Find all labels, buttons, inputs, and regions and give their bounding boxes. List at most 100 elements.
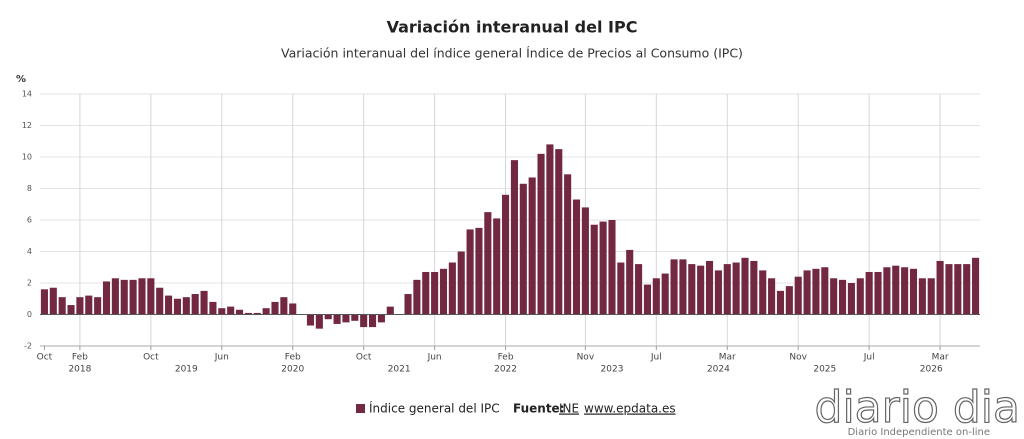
x-tick-label: Jul (863, 353, 875, 363)
bar (448, 262, 456, 315)
bar (138, 278, 146, 315)
bar (856, 278, 864, 315)
bar (165, 295, 173, 315)
bar (599, 221, 607, 315)
bar (927, 278, 935, 315)
y-tick-label: 8 (27, 184, 32, 193)
x-tick-label: Jun (427, 353, 442, 363)
bar (803, 270, 811, 315)
bar (431, 271, 439, 315)
y-tick-label: 2 (27, 279, 32, 288)
x-tick-label: Nov (577, 353, 595, 363)
bar (635, 264, 643, 315)
bar (173, 298, 181, 315)
source-label: Fuente: (513, 402, 565, 416)
bar (466, 229, 474, 315)
bar (102, 281, 111, 315)
bar (732, 262, 740, 315)
bar (670, 259, 678, 315)
bar (510, 160, 518, 315)
bar (759, 270, 767, 315)
bar (626, 249, 634, 315)
bar (457, 251, 465, 315)
x-tick-label: Oct (356, 353, 372, 363)
bar (94, 297, 102, 315)
bar (111, 278, 119, 315)
bar (768, 278, 776, 315)
bar (812, 268, 820, 315)
bar (262, 308, 270, 315)
x-year-label: 2022 (494, 365, 517, 375)
bar (191, 294, 199, 315)
bar (909, 268, 918, 315)
bar (821, 267, 829, 315)
bar (617, 262, 625, 315)
legend-label: Índice general del IPC (369, 401, 500, 416)
x-tick-label: Mar (932, 353, 949, 363)
bar (369, 314, 377, 328)
bar (218, 308, 226, 315)
bar (643, 284, 651, 315)
bar (209, 301, 217, 315)
bar (280, 297, 288, 315)
x-tick-label: Mar (719, 353, 736, 363)
bar (572, 199, 581, 315)
x-year-label: 2026 (920, 365, 943, 375)
bar (439, 268, 448, 315)
bar (918, 278, 926, 315)
x-year-label: 2024 (707, 365, 730, 375)
bar (537, 153, 545, 315)
bar (723, 264, 731, 315)
bar (963, 264, 971, 315)
bar (830, 278, 838, 315)
bar (794, 276, 802, 315)
x-tick-label: Feb (285, 353, 301, 363)
bar (244, 312, 252, 315)
bar (546, 144, 554, 315)
x-year-label: 2019 (175, 365, 198, 375)
bar (422, 271, 430, 315)
bar (865, 271, 873, 315)
x-tick-label: Oct (143, 353, 159, 363)
bar (200, 290, 208, 315)
bar (652, 278, 660, 315)
bar (58, 297, 66, 315)
y-axis-label: % (16, 74, 26, 85)
bar (679, 259, 687, 315)
watermark: diario dia (815, 382, 1020, 433)
bar (76, 297, 84, 315)
bar (528, 177, 536, 315)
x-tick-label: Feb (498, 353, 514, 363)
x-tick-label: Jun (214, 353, 229, 363)
source-link[interactable]: INE (559, 402, 579, 416)
bar (484, 212, 492, 315)
bar (475, 227, 483, 315)
bar (697, 265, 705, 315)
bar (227, 306, 235, 315)
bar (847, 283, 855, 315)
bar (581, 207, 589, 315)
bar (324, 314, 332, 320)
bar (289, 303, 297, 315)
source-link[interactable]: www.epdata.es (584, 402, 676, 416)
bar (874, 271, 882, 315)
bar (235, 309, 244, 315)
bar (129, 279, 137, 315)
bar (741, 257, 749, 315)
x-year-label: 2023 (601, 365, 624, 375)
bar (901, 267, 909, 315)
bar (519, 183, 527, 315)
x-tick-label: Jul (650, 353, 662, 363)
x-year-label: 2021 (388, 365, 411, 375)
bar (936, 260, 944, 315)
y-tick-label: 10 (22, 153, 32, 162)
bar (502, 194, 510, 315)
bar (404, 294, 412, 315)
watermark-tagline: Diario Independiente on-line (848, 427, 990, 438)
bar (315, 314, 323, 329)
bar (705, 260, 714, 315)
x-year-label: 2018 (68, 365, 91, 375)
bar (67, 305, 75, 315)
bar (954, 264, 962, 315)
y-tick-label: -2 (24, 342, 32, 351)
